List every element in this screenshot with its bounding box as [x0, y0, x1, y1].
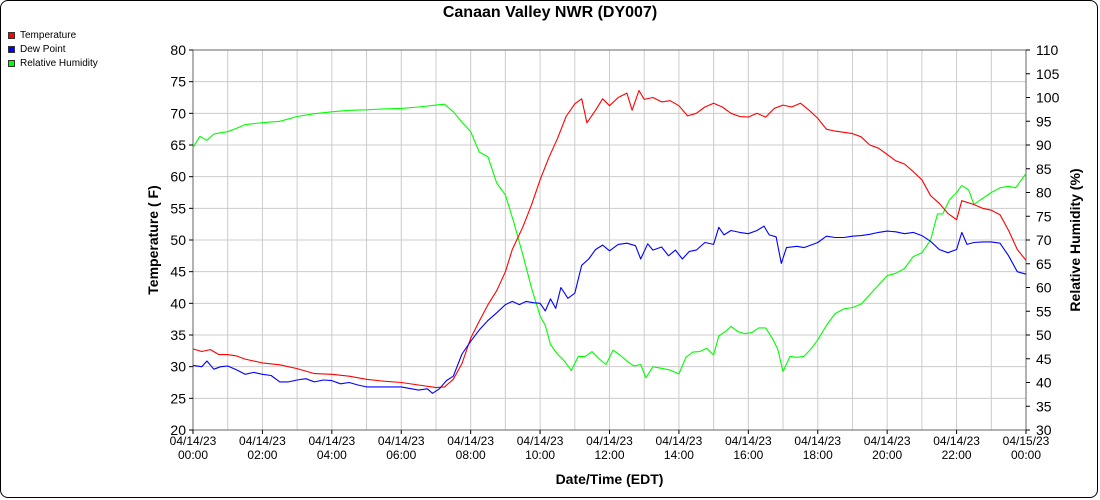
x-tick-label-date: 04/14/23 [517, 434, 564, 448]
y2-tick-label: 35 [1036, 398, 1052, 414]
series-line-temperature [192, 89, 1027, 389]
x-tick-label-time: 22:00 [942, 448, 972, 462]
x-tick-label-time: 20:00 [872, 448, 902, 462]
series-line-relative-humidity [192, 103, 1027, 379]
y2-tick-label: 30 [1036, 422, 1052, 438]
x-tick-label-date: 04/14/23 [933, 434, 980, 448]
legend-swatch-relative-humidity [8, 59, 15, 67]
y-tick-label: 75 [170, 74, 186, 90]
x-tick-label-time: 04:00 [317, 448, 347, 462]
y-tick-label: 50 [170, 232, 186, 248]
y2-tick-label: 45 [1036, 351, 1052, 367]
y2-tick-label: 85 [1036, 161, 1052, 177]
x-tick-label-date: 04/15/23 [1003, 434, 1050, 448]
x-tick-label-date: 04/14/23 [864, 434, 911, 448]
y-tick-label: 40 [170, 295, 186, 311]
y2-tick-label: 50 [1036, 327, 1052, 343]
x-tick-label-time: 00:00 [1011, 448, 1041, 462]
y2-tick-label: 55 [1036, 303, 1052, 319]
y2-tick-label: 100 [1036, 90, 1060, 106]
y2-tick-label: 105 [1036, 66, 1060, 82]
y-tick-label: 30 [170, 359, 186, 375]
y-tick-label: 55 [170, 200, 186, 216]
chart-title: Canaan Valley NWR (DY007) [442, 4, 658, 21]
legend-item-relative-humidity: Relative Humidity [8, 56, 98, 70]
x-tick-label-time: 12:00 [594, 448, 624, 462]
x-tick-label-date: 04/14/23 [308, 434, 355, 448]
y-tick-label: 20 [170, 422, 186, 438]
x-tick-label-time: 08:00 [456, 448, 486, 462]
x-tick-label-time: 16:00 [733, 448, 763, 462]
legend-label-temperature: Temperature [20, 29, 77, 41]
y2-tick-label: 110 [1036, 42, 1059, 58]
x-tick-label-date: 04/14/23 [586, 434, 633, 448]
x-tick-label-time: 14:00 [664, 448, 694, 462]
y2-tick-label: 70 [1036, 232, 1052, 248]
y2-tick-label: 90 [1036, 137, 1052, 153]
x-tick-label-date: 04/14/23 [378, 434, 425, 448]
x-tick-label-date: 04/14/23 [794, 434, 841, 448]
y2-tick-label: 65 [1036, 256, 1052, 272]
y2-tick-label: 95 [1036, 113, 1052, 129]
y-tick-label: 45 [170, 264, 186, 280]
x-axis-title: Date/Time (EDT) [556, 471, 664, 487]
x-tick-label-date: 04/14/23 [170, 434, 217, 448]
y-tick-label: 80 [170, 42, 186, 58]
legend-label-relative-humidity: Relative Humidity [20, 57, 98, 69]
y-axis-title: Temperature ( F) [145, 185, 161, 294]
y-tick-label: 35 [170, 327, 186, 343]
legend-swatch-dew-point [8, 45, 15, 53]
legend: Temperature Dew Point Relative Humidity [8, 28, 98, 70]
legend-label-dew-point: Dew Point [20, 43, 66, 55]
y-tick-label: 65 [170, 137, 186, 153]
x-tick-label-time: 00:00 [178, 448, 208, 462]
y2-tick-label: 80 [1036, 185, 1052, 201]
y2-tick-label: 40 [1036, 375, 1052, 391]
x-tick-label-time: 06:00 [386, 448, 416, 462]
y-tick-label: 25 [170, 390, 186, 406]
x-tick-label-time: 18:00 [803, 448, 833, 462]
y-tick-label: 60 [170, 169, 186, 185]
x-tick-label-time: 10:00 [525, 448, 555, 462]
legend-item-temperature: Temperature [8, 28, 98, 42]
y2-axis-title: Relative Humidity (%) [1067, 168, 1083, 311]
x-tick-label-date: 04/14/23 [447, 434, 494, 448]
series-line-dew-point [192, 225, 1027, 394]
y-tick-label: 70 [170, 105, 186, 121]
y2-tick-label: 60 [1036, 280, 1052, 296]
y2-tick-label: 75 [1036, 208, 1052, 224]
x-tick-label-date: 04/14/23 [725, 434, 772, 448]
x-tick-label-date: 04/14/23 [239, 434, 286, 448]
x-tick-label-time: 02:00 [247, 448, 277, 462]
legend-swatch-temperature [8, 31, 15, 39]
x-tick-label-date: 04/14/23 [656, 434, 703, 448]
legend-item-dew-point: Dew Point [8, 42, 98, 56]
